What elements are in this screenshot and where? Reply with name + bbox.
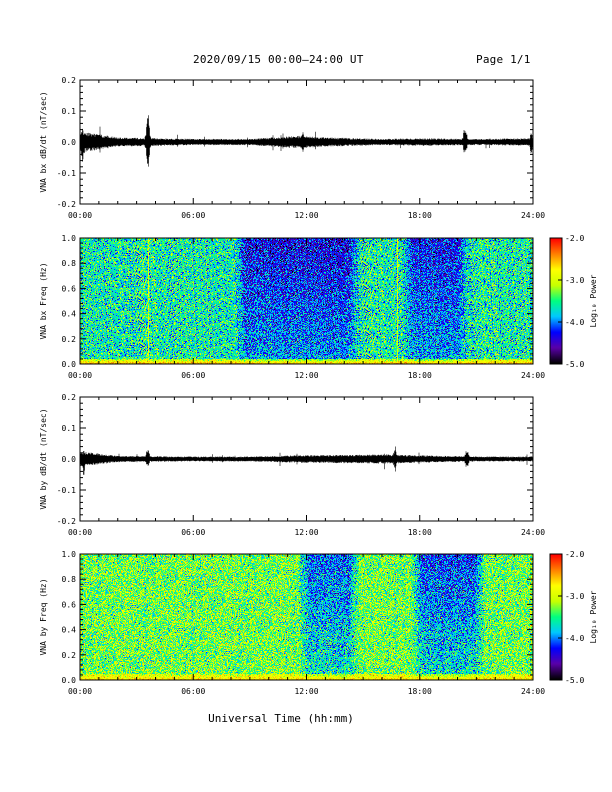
y-tick-label: 0.4 [62,626,77,635]
colorbar-tick-label: -4.0 [565,318,584,327]
panel-frame-1 [79,237,534,365]
panel-frame-3 [79,553,534,681]
x-tick-label: 24:00 [521,528,545,537]
y-tick-label: 0.0 [62,138,77,147]
y-tick-label: 0.8 [62,259,77,268]
y-tick-label: 0.2 [62,393,77,402]
x-axis-label: Universal Time (hh:mm) [208,712,354,725]
colorbar-tick-label: -3.0 [565,592,584,601]
x-tick-label: 06:00 [181,211,205,220]
x-tick-label: 18:00 [408,528,432,537]
bx-colorbar [550,238,562,364]
y-tick-label: -0.1 [57,169,76,178]
y-tick-label: 0.2 [62,651,77,660]
colorbar-frame-0 [549,237,563,365]
y-axis-label: VNA bx dB/dt (nT/sec) [39,91,48,192]
trace-series-2 [79,446,534,475]
y-tick-label: -0.2 [57,517,76,526]
by-colorbar [550,554,562,680]
x-tick-label: 06:00 [181,371,205,380]
x-tick-label: 24:00 [521,687,545,696]
y-tick-label: 0.6 [62,284,77,293]
x-tick-label: 00:00 [68,687,92,696]
y-axis-label: VNA bx Freq (Hz) [39,262,48,339]
x-tick-label: 12:00 [294,687,318,696]
y-axis-label: VNA by dB/dt (nT/sec) [39,408,48,509]
y-tick-label: -0.1 [57,486,76,495]
x-tick-label: 12:00 [294,528,318,537]
y-tick-label: 0.0 [62,676,77,685]
bx-spectrogram [80,238,533,364]
trace-series-0 [79,115,534,167]
y-tick-label: 0.4 [62,310,77,319]
colorbar-tick-label: -4.0 [565,634,584,643]
page-indicator: Page 1/1 [476,53,531,66]
y-tick-label: 0.0 [62,360,77,369]
colorbar-label: Log₁₀ Power [589,590,598,643]
x-tick-label: 00:00 [68,371,92,380]
y-tick-label: 0.6 [62,600,77,609]
colorbar-frame-1 [549,553,563,681]
y-tick-label: 0.2 [62,76,77,85]
colorbar-tick-label: -3.0 [565,276,584,285]
y-tick-label: 1.0 [62,234,77,243]
x-tick-label: 12:00 [294,211,318,220]
x-tick-label: 18:00 [408,211,432,220]
colorbar-tick-label: -5.0 [565,676,584,685]
colorbar-label: Log₁₀ Power [589,274,598,327]
y-tick-label: 0.8 [62,575,77,584]
colorbar-tick-label: -5.0 [565,360,584,369]
colorbar-tick-label: -2.0 [565,234,584,243]
x-tick-label: 00:00 [68,211,92,220]
x-tick-label: 06:00 [181,687,205,696]
x-tick-label: 12:00 [294,371,318,380]
y-tick-label: -0.2 [57,200,76,209]
colorbar-tick-label: -2.0 [565,550,584,559]
y-tick-label: 0.1 [62,424,77,433]
y-tick-label: 0.0 [62,455,77,464]
x-tick-label: 06:00 [181,528,205,537]
x-tick-label: 24:00 [521,371,545,380]
x-tick-label: 18:00 [408,687,432,696]
y-tick-label: 0.2 [62,335,77,344]
x-tick-label: 24:00 [521,211,545,220]
y-tick-label: 0.1 [62,107,77,116]
by-spectrogram [80,554,533,680]
x-tick-label: 18:00 [408,371,432,380]
x-tick-label: 00:00 [68,528,92,537]
y-tick-label: 1.0 [62,550,77,559]
plot-title: 2020/09/15 00:00–24:00 UT [193,53,364,66]
y-axis-label: VNA by Freq (Hz) [39,578,48,655]
